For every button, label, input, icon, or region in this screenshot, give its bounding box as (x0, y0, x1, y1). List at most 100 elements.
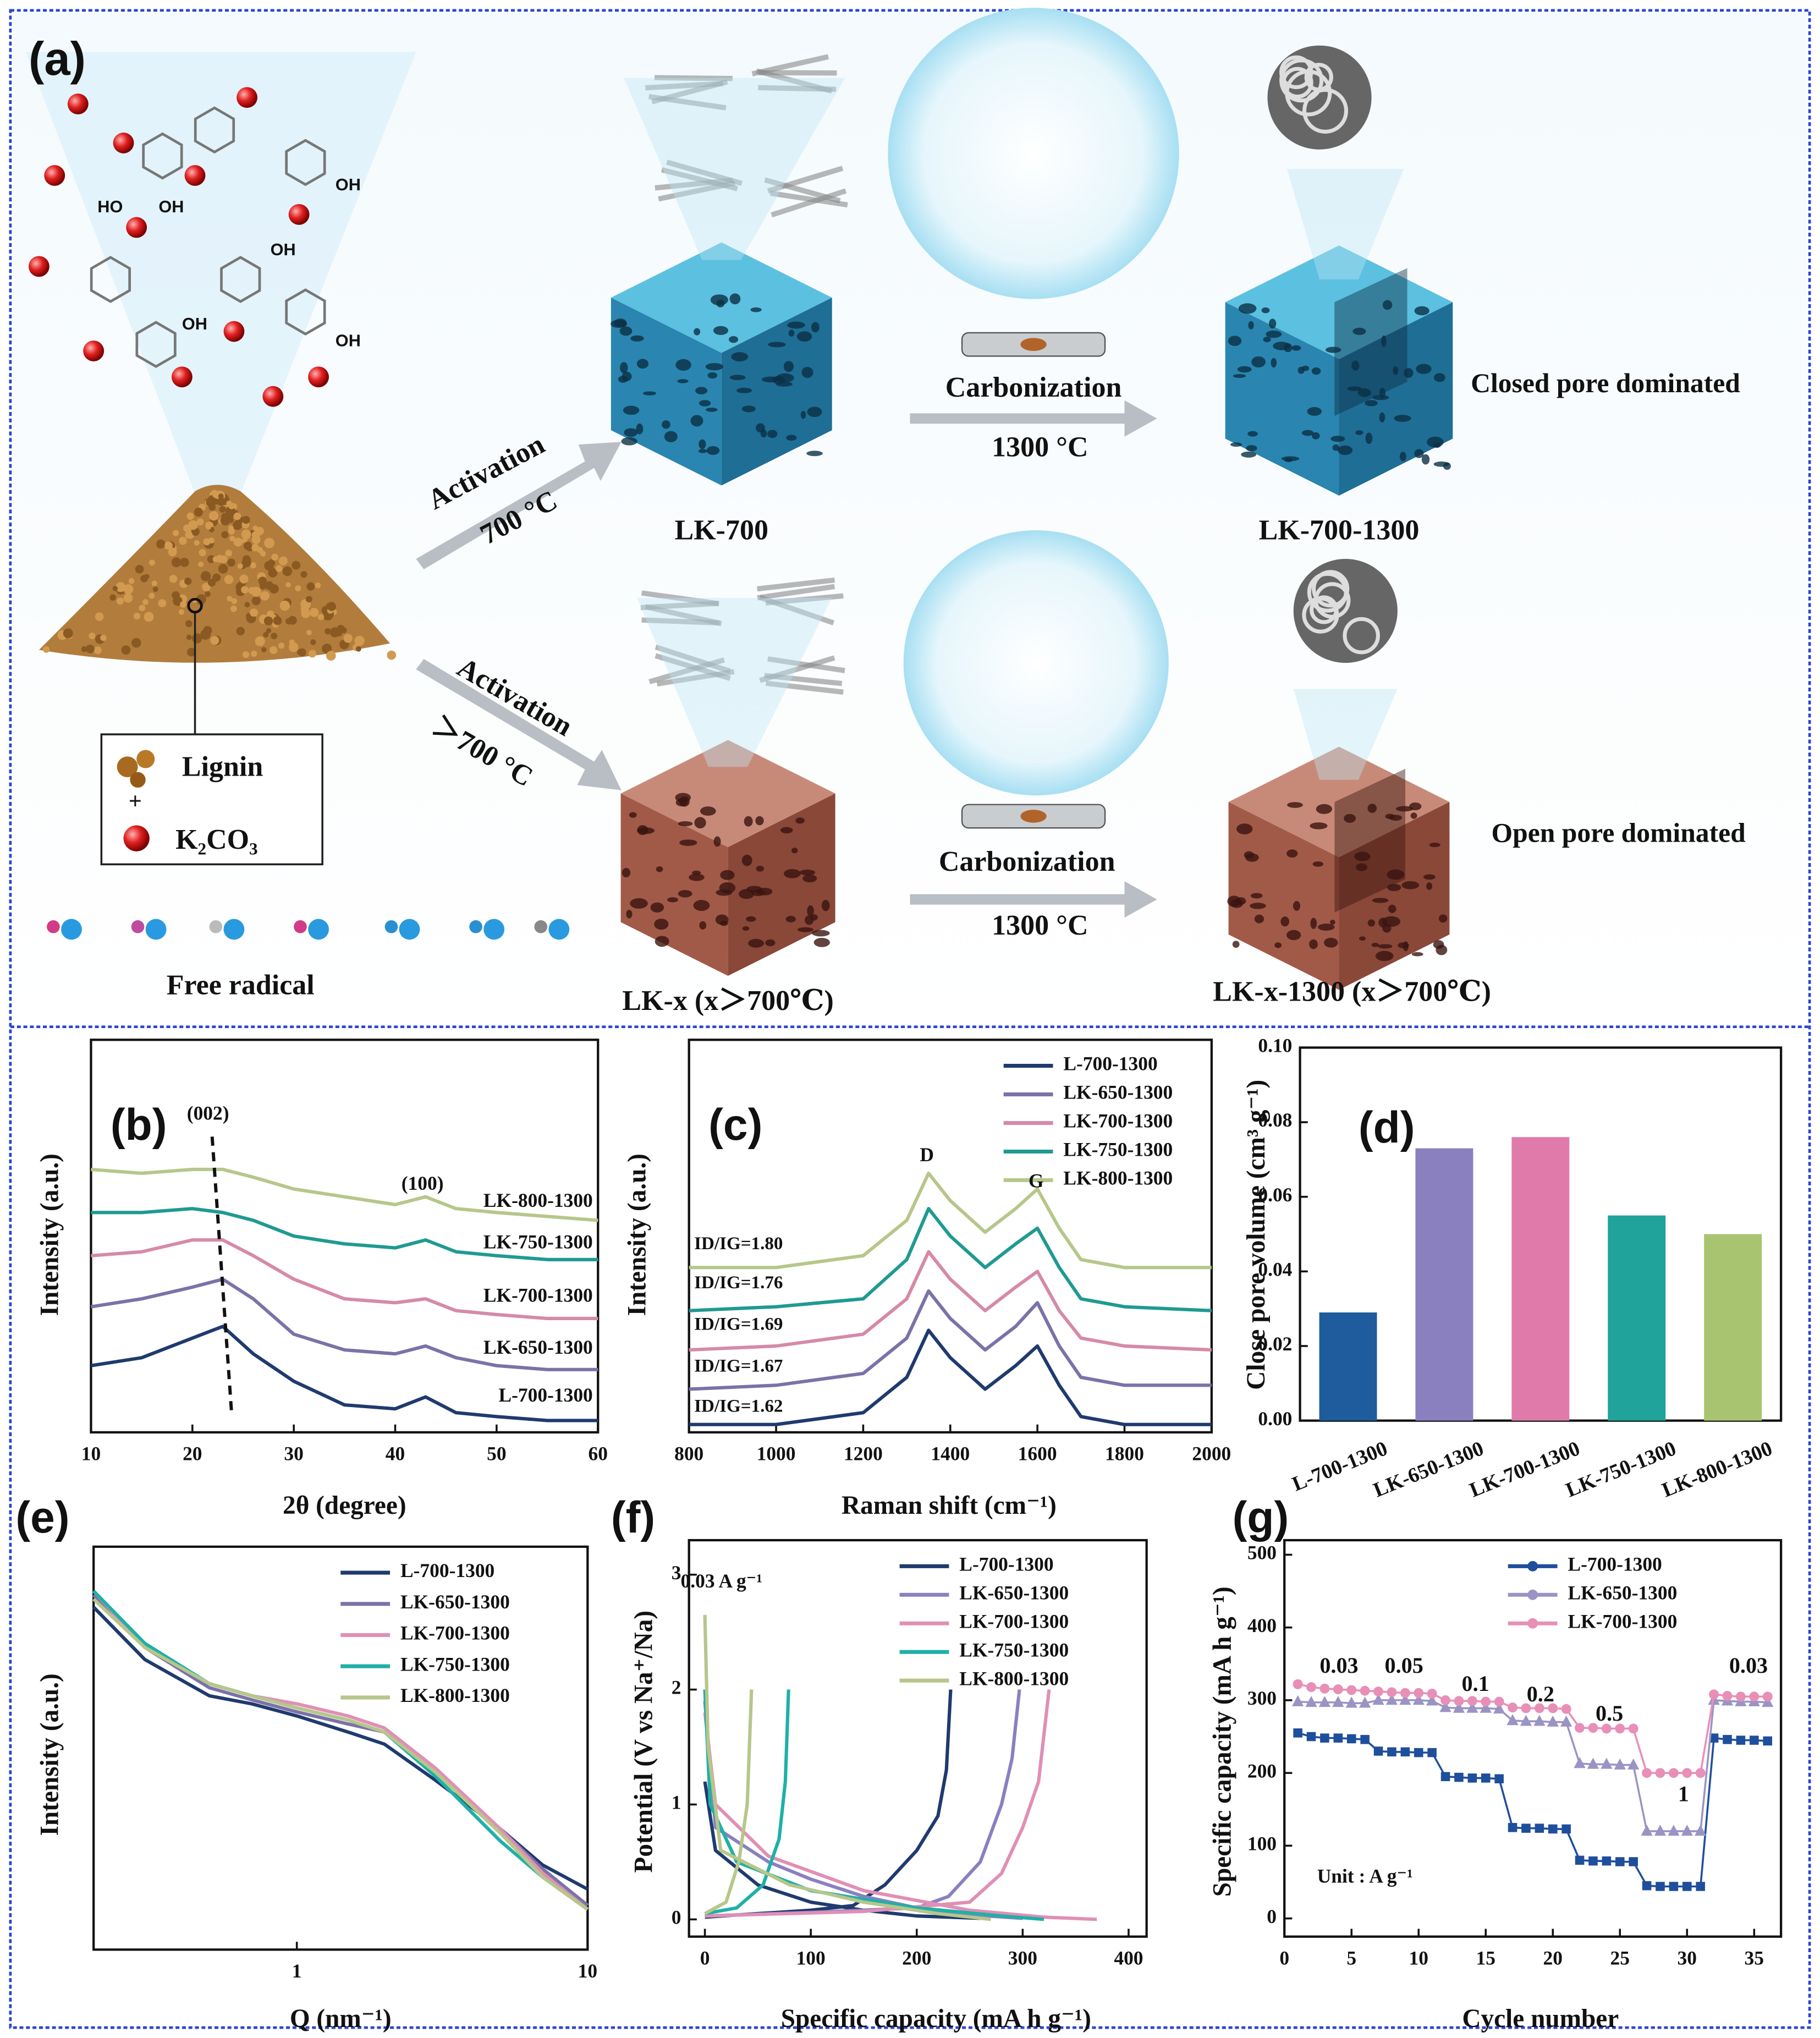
pile-grain (310, 639, 316, 645)
x-tick-label: 800 (674, 1443, 703, 1465)
pile-grain (252, 525, 259, 531)
y-axis-label: Intensity (a.u.) (35, 1153, 64, 1316)
bar (1704, 1234, 1762, 1421)
pore (694, 817, 706, 829)
pore (761, 376, 780, 383)
y-axis-label: Intensity (a.u.) (623, 1153, 652, 1316)
x-tick-label: LK-800-1300 (1659, 1437, 1775, 1502)
plot-frame (90, 1039, 600, 1434)
data-line (689, 1250, 1212, 1352)
pore (620, 362, 628, 373)
pore (693, 900, 710, 911)
marker (1506, 1714, 1519, 1726)
pile-grain (233, 512, 241, 520)
marker (1642, 1768, 1652, 1778)
pile-grain (387, 650, 397, 660)
graphene-sheet (765, 593, 844, 606)
pore (742, 926, 750, 931)
annotation: 0.03 (1319, 1653, 1358, 1678)
pore (1248, 321, 1254, 329)
marker (1387, 1747, 1396, 1757)
pore (806, 451, 823, 457)
y-tick-label: 500 (1247, 1542, 1277, 1564)
panel-label: (e) (15, 1493, 69, 1542)
legend-label: LK-700-1300 (400, 1622, 510, 1644)
pore (706, 446, 720, 455)
pile-grain (260, 591, 270, 601)
peak-shift-arrow (210, 1133, 233, 1410)
molecule-label: OH (158, 197, 184, 216)
pile-grain (228, 525, 234, 531)
pile-grain (200, 629, 211, 640)
x-axis-label: 2θ (degree) (283, 1491, 406, 1520)
shell-layer (1312, 570, 1350, 608)
pile-grain (180, 558, 189, 567)
data-line (91, 1207, 598, 1261)
marker (1601, 1757, 1613, 1769)
marker (1385, 1694, 1398, 1705)
marker (1293, 1679, 1303, 1689)
legend-label: LK-800-1300 (400, 1684, 510, 1706)
ratio-label: ID/IG=1.62 (694, 1397, 783, 1416)
pore (1387, 883, 1401, 892)
pile-grain (178, 609, 185, 615)
radical-icon (61, 919, 82, 940)
product-label: LK-x (x＞700℃) (622, 985, 833, 1017)
pile-grain (282, 566, 293, 576)
x-axis-label: Raman shift (cm⁻¹) (842, 1491, 1057, 1520)
pore (729, 375, 746, 381)
molecule-ring (135, 321, 177, 369)
x-tick-label: LK-700-1300 (1466, 1437, 1583, 1502)
k2co3-ball (44, 165, 65, 186)
legend-label: L-700-1300 (1063, 1053, 1157, 1075)
pore (630, 335, 644, 342)
pile-grain (317, 614, 325, 620)
marker (1615, 1857, 1625, 1866)
marker (1387, 1687, 1397, 1698)
pore (642, 391, 657, 395)
pile-grain (225, 550, 233, 557)
pore (1389, 815, 1403, 821)
y-tick-label: 400 (1247, 1614, 1277, 1636)
radical-icon (294, 920, 307, 933)
marker (1508, 1702, 1518, 1713)
pore (1436, 944, 1448, 955)
y-tick-label: 0.06 (1258, 1184, 1292, 1206)
data-line (703, 1614, 991, 1921)
k2co3-icon (123, 825, 150, 852)
pile-grain (271, 633, 278, 640)
x-tick-label: 40 (386, 1443, 405, 1465)
marker (1575, 1855, 1585, 1865)
marker (1493, 1702, 1505, 1714)
data-line (90, 1325, 598, 1422)
k2co3-ball (83, 340, 105, 361)
product-label: LK-700 (675, 515, 768, 546)
pile-grain (198, 561, 204, 567)
pore (802, 874, 817, 883)
legend-marker (1527, 1589, 1538, 1600)
pore (768, 342, 786, 348)
y-tick-label: 0.02 (1258, 1333, 1292, 1355)
marker (1306, 1732, 1316, 1742)
pile-grain (292, 561, 301, 570)
y-tick-label: 2 (672, 1677, 681, 1699)
pile-grain (242, 515, 250, 524)
pore (750, 307, 762, 312)
pore (1411, 952, 1423, 957)
molecule-ring (220, 256, 261, 303)
pile-grain (142, 599, 149, 605)
pile-grain (121, 645, 131, 655)
x-tick-label: LK-750-1300 (1563, 1437, 1679, 1502)
pore (767, 430, 778, 438)
pile-grain (208, 511, 219, 521)
pile-grain (289, 642, 299, 652)
pore (776, 373, 794, 383)
panel-label: (b) (111, 1100, 167, 1150)
annotation: 1 (1678, 1782, 1689, 1806)
bubble (888, 8, 1179, 299)
pile-grain (139, 605, 146, 612)
pore (1241, 451, 1257, 458)
pore (1379, 412, 1385, 422)
pore (1326, 347, 1341, 353)
cube-face (620, 740, 835, 848)
